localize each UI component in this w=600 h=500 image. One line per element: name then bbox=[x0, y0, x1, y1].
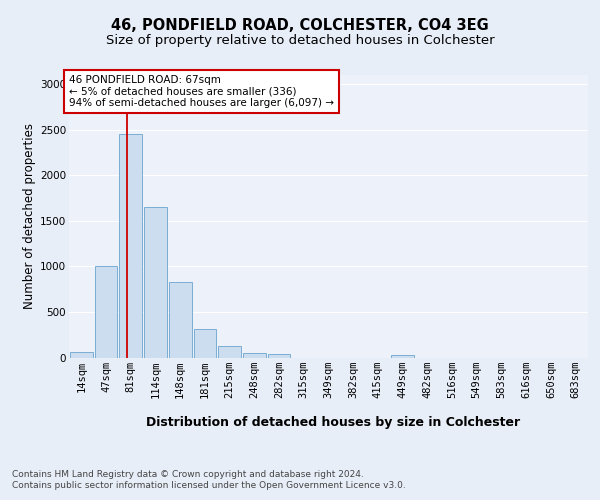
Text: 46 PONDFIELD ROAD: 67sqm
← 5% of detached houses are smaller (336)
94% of semi-d: 46 PONDFIELD ROAD: 67sqm ← 5% of detache… bbox=[69, 75, 334, 108]
Y-axis label: Number of detached properties: Number of detached properties bbox=[23, 123, 36, 309]
Bar bbox=[243, 353, 266, 358]
Text: Size of property relative to detached houses in Colchester: Size of property relative to detached ho… bbox=[106, 34, 494, 47]
Text: Distribution of detached houses by size in Colchester: Distribution of detached houses by size … bbox=[146, 416, 520, 429]
Bar bbox=[268, 354, 290, 358]
Bar bbox=[391, 355, 414, 358]
Bar bbox=[119, 134, 142, 358]
Bar bbox=[144, 207, 167, 358]
Bar bbox=[95, 266, 118, 358]
Text: Contains public sector information licensed under the Open Government Licence v3: Contains public sector information licen… bbox=[12, 481, 406, 490]
Bar bbox=[169, 282, 191, 358]
Text: Contains HM Land Registry data © Crown copyright and database right 2024.: Contains HM Land Registry data © Crown c… bbox=[12, 470, 364, 479]
Bar bbox=[194, 329, 216, 358]
Bar bbox=[218, 346, 241, 358]
Text: 46, PONDFIELD ROAD, COLCHESTER, CO4 3EG: 46, PONDFIELD ROAD, COLCHESTER, CO4 3EG bbox=[111, 18, 489, 32]
Bar bbox=[70, 352, 93, 358]
